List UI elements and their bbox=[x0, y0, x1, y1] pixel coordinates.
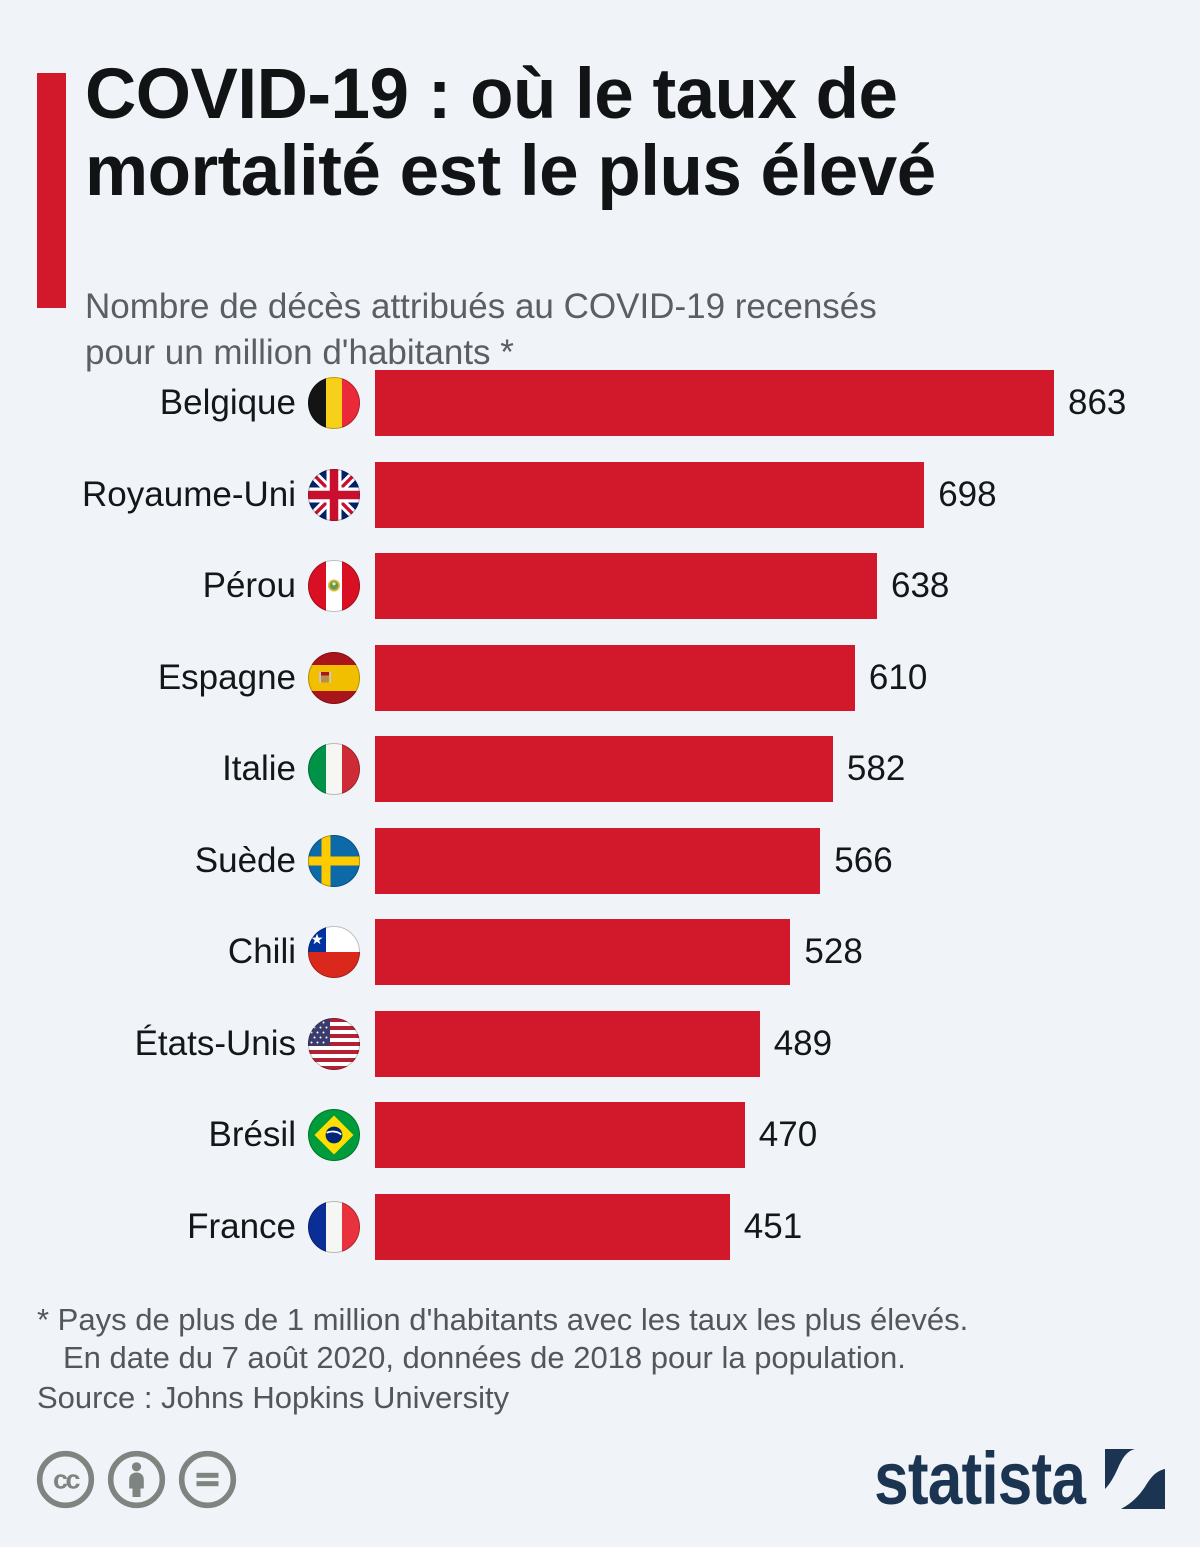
country-label: États-Unis bbox=[134, 1023, 296, 1063]
page-subtitle: Nombre de décès attribués au COVID-19 re… bbox=[85, 284, 877, 376]
flag-perou-icon bbox=[308, 560, 360, 612]
bar-value: 582 bbox=[846, 749, 906, 788]
cc-by-person-icon[interactable] bbox=[107, 1450, 166, 1509]
cc-icon[interactable]: cc bbox=[36, 1450, 95, 1509]
statista-logo[interactable]: statista bbox=[834, 1437, 1165, 1520]
subtitle-line-1: Nombre de décès attribués au COVID-19 re… bbox=[85, 287, 877, 326]
bar bbox=[375, 919, 791, 985]
bar bbox=[375, 370, 1054, 436]
title-line-1: COVID-19 : où le taux de bbox=[85, 55, 898, 134]
chart-row-perou: Pérou 638 bbox=[0, 553, 1200, 619]
svg-text:cc: cc bbox=[53, 1465, 81, 1495]
page-title: COVID-19 : où le taux de mortalité est l… bbox=[85, 56, 936, 210]
bar-value: 566 bbox=[834, 840, 893, 880]
chart-row-bresil: Brésil 470 bbox=[0, 1102, 1200, 1168]
bar-value: 698 bbox=[938, 474, 997, 514]
bar bbox=[375, 827, 821, 894]
bar bbox=[375, 553, 877, 619]
country-label: Suède bbox=[194, 840, 296, 880]
bar-value: 638 bbox=[891, 566, 950, 605]
statista-wordmark: statista bbox=[874, 1437, 1086, 1520]
flag-belgique-icon bbox=[308, 377, 360, 429]
flag-chili-icon bbox=[308, 926, 360, 978]
title-line-2: mortalité est le plus élevé bbox=[85, 132, 936, 211]
bar-value: 610 bbox=[868, 657, 928, 697]
bar bbox=[375, 1010, 760, 1077]
bar bbox=[375, 1193, 730, 1260]
subtitle-line-2: pour un million d'habitants * bbox=[85, 333, 514, 372]
bar-value: 863 bbox=[1068, 383, 1127, 422]
bar-value: 528 bbox=[804, 932, 863, 971]
country-label: Royaume-Uni bbox=[82, 474, 296, 514]
footnote-line-1: * Pays de plus de 1 million d'habitants … bbox=[37, 1302, 969, 1337]
country-label: Italie bbox=[222, 749, 296, 788]
chart-row-france: France 451 bbox=[0, 1193, 1200, 1260]
chart-row-etats-unis: États-Unis 489 bbox=[0, 1010, 1200, 1077]
flag-royaume-uni-icon bbox=[308, 468, 360, 521]
chart-row-suede: Suède 566 bbox=[0, 827, 1200, 894]
footnote: * Pays de plus de 1 million d'habitants … bbox=[37, 1301, 968, 1377]
flag-bresil-icon bbox=[308, 1109, 360, 1161]
footnote-line-2: En date du 7 août 2020, données de 2018 … bbox=[63, 1340, 906, 1375]
bar bbox=[375, 1102, 745, 1168]
country-label: Pérou bbox=[202, 566, 296, 605]
chart-row-chili: Chili 528 bbox=[0, 919, 1200, 985]
title-accent-bar bbox=[37, 73, 66, 308]
country-label: France bbox=[187, 1206, 296, 1246]
bar bbox=[375, 461, 925, 528]
bar-chart: Belgique 863 Royaume-Uni 698 Pérou 638 E… bbox=[0, 370, 1200, 1285]
cc-nd-equals-icon[interactable] bbox=[178, 1450, 237, 1509]
flag-espagne-icon bbox=[308, 651, 360, 704]
statista-glyph-icon bbox=[1105, 1449, 1165, 1509]
chart-row-italie: Italie 582 bbox=[0, 736, 1200, 802]
source-line: Source : Johns Hopkins University bbox=[37, 1380, 510, 1415]
chart-row-espagne: Espagne 610 bbox=[0, 644, 1200, 711]
chart-row-belgique: Belgique 863 bbox=[0, 370, 1200, 436]
country-label: Brésil bbox=[208, 1115, 296, 1154]
license-icons: cc bbox=[36, 1450, 237, 1509]
bar bbox=[375, 644, 855, 711]
flag-france-icon bbox=[308, 1200, 360, 1253]
flag-etats-unis-icon bbox=[308, 1017, 360, 1070]
bar-value: 470 bbox=[758, 1115, 818, 1154]
chart-row-royaume-uni: Royaume-Uni 698 bbox=[0, 461, 1200, 528]
bar-value: 451 bbox=[743, 1206, 803, 1246]
bar bbox=[375, 736, 833, 802]
country-label: Espagne bbox=[157, 657, 296, 697]
country-label: Chili bbox=[227, 932, 296, 971]
flag-italie-icon bbox=[308, 743, 360, 795]
country-label: Belgique bbox=[159, 383, 296, 422]
bar-value: 489 bbox=[773, 1023, 833, 1063]
flag-suede-icon bbox=[308, 834, 360, 887]
